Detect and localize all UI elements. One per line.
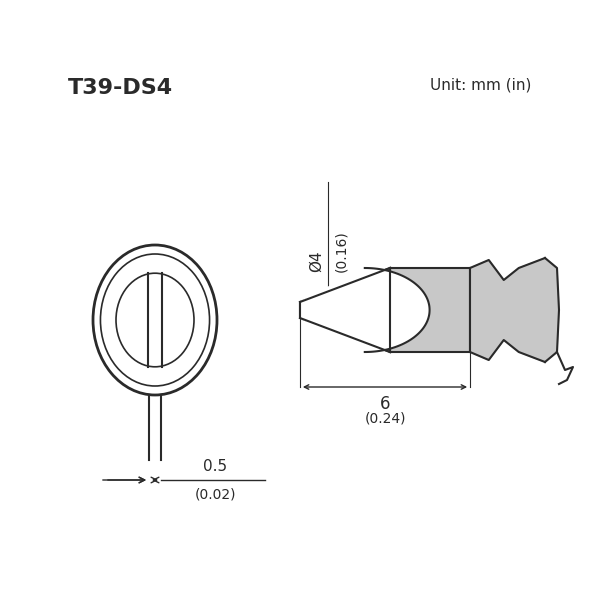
Polygon shape xyxy=(470,258,545,362)
Text: (0.02): (0.02) xyxy=(194,488,236,502)
Text: Ø4: Ø4 xyxy=(309,250,324,272)
Polygon shape xyxy=(300,268,390,352)
Text: 6: 6 xyxy=(380,395,390,413)
Text: Unit: mm (in): Unit: mm (in) xyxy=(430,78,532,93)
Bar xyxy=(390,268,470,352)
Polygon shape xyxy=(300,268,430,352)
Ellipse shape xyxy=(116,273,194,367)
Ellipse shape xyxy=(93,245,217,395)
Ellipse shape xyxy=(100,254,209,386)
Polygon shape xyxy=(545,258,559,362)
Text: (0.24): (0.24) xyxy=(364,411,406,425)
Text: 0.5: 0.5 xyxy=(203,459,227,474)
Text: (0.16): (0.16) xyxy=(334,230,348,272)
Text: T39-DS4: T39-DS4 xyxy=(68,78,173,98)
